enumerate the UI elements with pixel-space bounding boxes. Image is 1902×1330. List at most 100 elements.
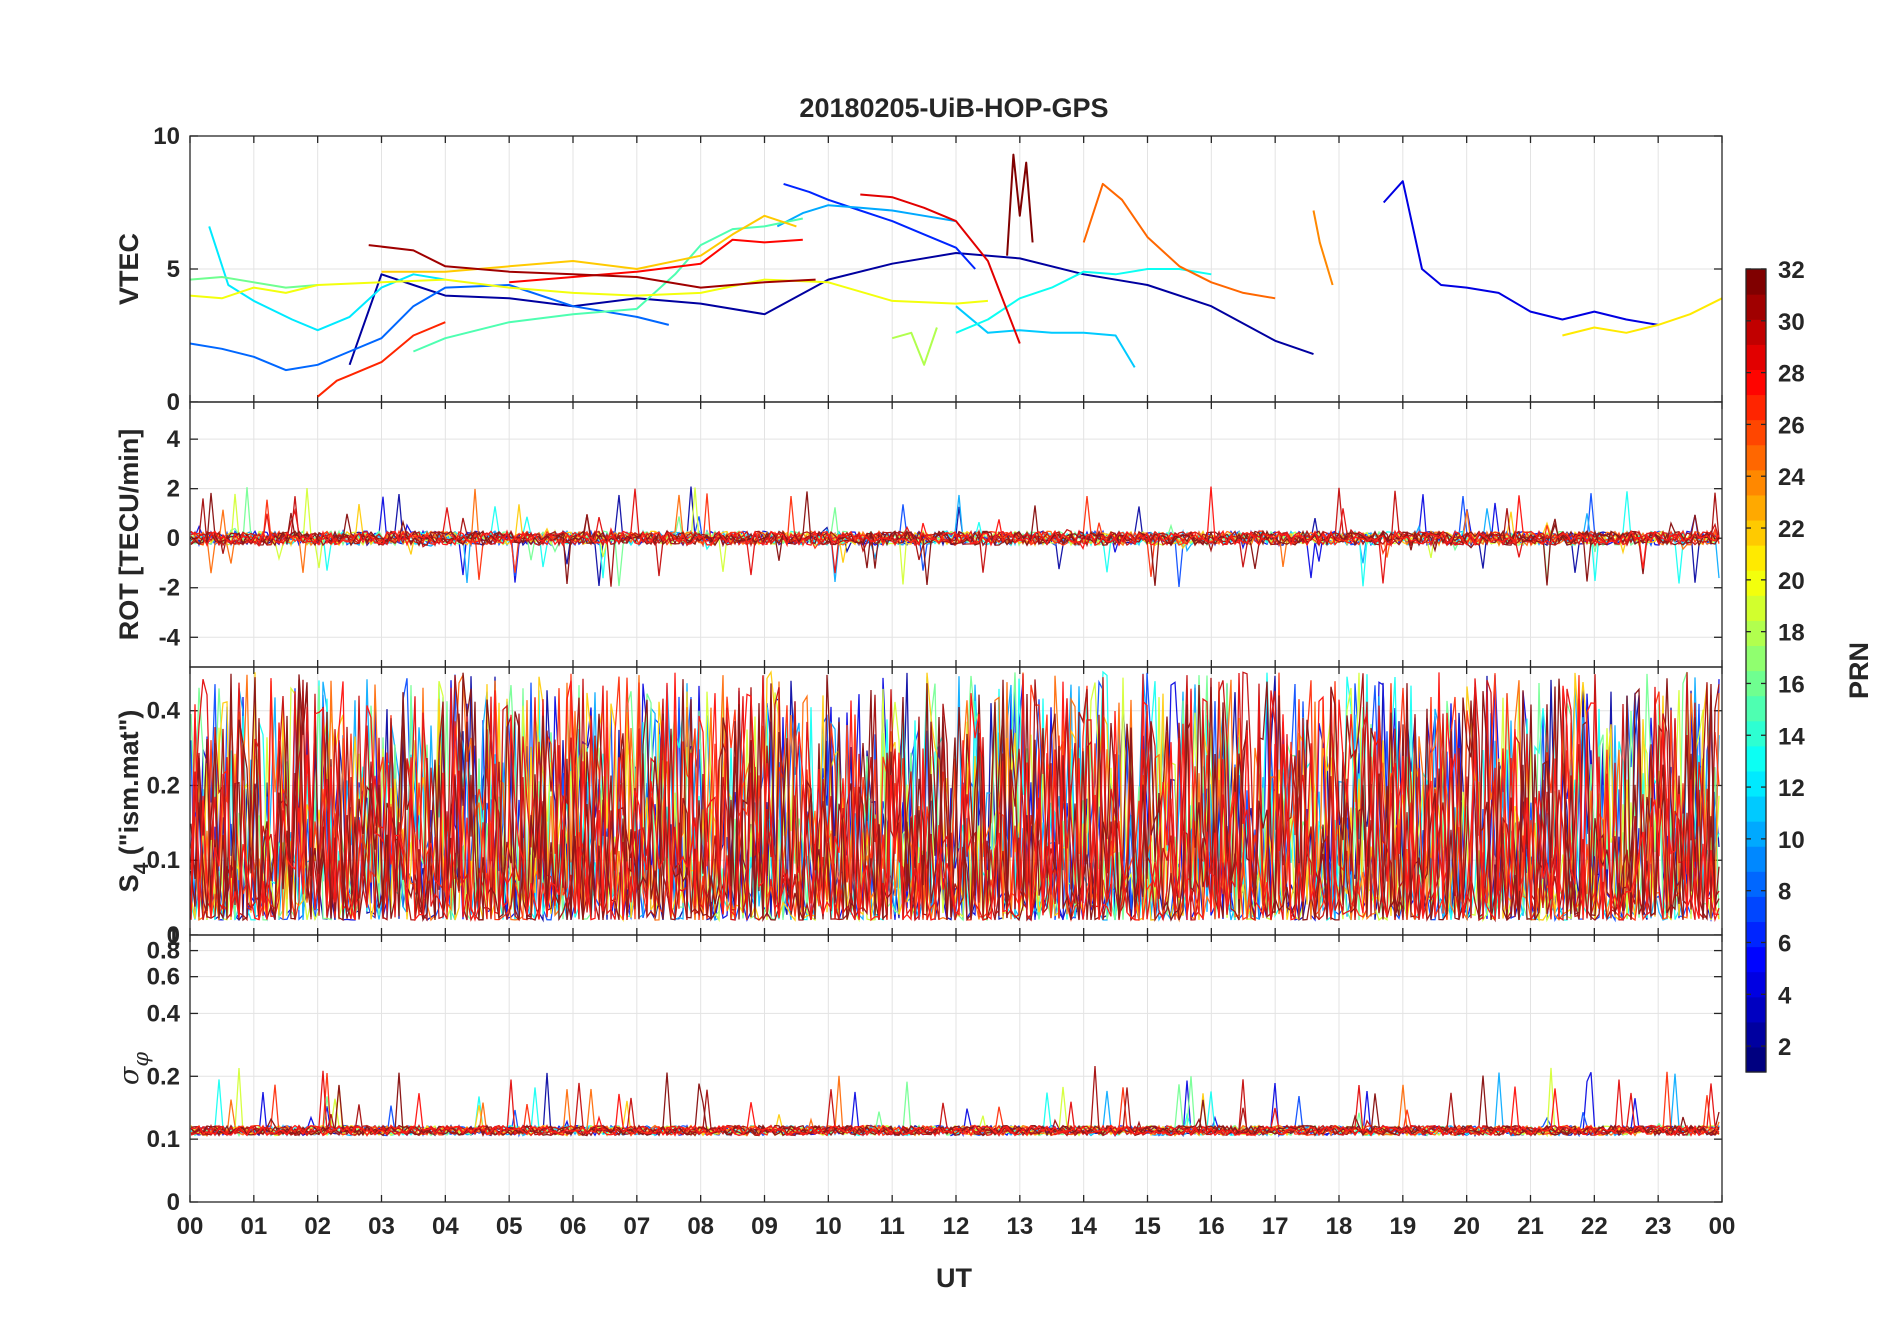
colorbar-tick-label: 10 [1778,827,1805,854]
colorbar-swatch [1746,996,1766,1023]
series-line-prn-28 [509,238,803,284]
colorbar-swatch [1746,695,1766,722]
colorbar-swatch [1746,519,1766,546]
colorbar-swatch [1746,545,1766,571]
colorbar-swatch [1746,369,1766,396]
series-line-prn-20 [189,278,988,305]
x-tick-label: 18 [1326,1213,1353,1240]
series-line-prn-31 [368,244,816,289]
y-tick-label: -4 [159,624,181,651]
colorbar-label: PRN [1844,642,1874,699]
x-axis-label: UT [936,1263,972,1293]
series-line-prn-6 [783,182,976,270]
colorbar-swatch [1746,570,1766,596]
colorbar-swatch [1746,670,1766,697]
colorbar-tick-label: 2 [1778,1034,1791,1061]
colorbar-tick-label: 26 [1778,412,1805,439]
x-tick-label: 02 [304,1213,331,1240]
x-tick-label: 07 [623,1213,650,1240]
colorbar-swatch [1746,946,1766,973]
colorbar-tick-label: 28 [1778,361,1805,388]
series-line-prn-2 [348,252,1314,366]
colorbar-tick-label: 16 [1778,671,1805,698]
colorbar-swatch [1746,1021,1766,1048]
y-axis-label-sub: φ [129,1052,153,1067]
series-line-prn-13 [955,268,1212,334]
colorbar-tick-label: 18 [1778,620,1805,647]
y-axis-label: S4 ("ism.mat") [114,710,153,893]
y-axis-label-main: S [114,874,144,892]
colorbar-swatch [1746,871,1766,897]
noise-trace [190,1086,1720,1137]
colorbar-tick-label: 22 [1778,516,1805,543]
y-axis-label-rest: ("ism.mat") [114,710,144,863]
y-axis-label-main: σ [114,1065,145,1085]
y-tick-label: 0.2 [147,772,180,799]
series-line-prn-25 [1082,182,1276,300]
x-tick-label: 22 [1581,1213,1608,1240]
y-tick-label: -2 [159,575,180,602]
y-axis-label: VTEC [114,233,144,305]
y-tick-label: 0.8 [147,938,180,965]
colorbar-swatch [1746,319,1766,345]
y-tick-label: 0.1 [147,1126,180,1153]
noise-traces [190,486,1720,1138]
x-tick-label: 19 [1389,1213,1416,1240]
y-tick-label: 4 [167,426,181,453]
noise-trace [190,1072,1720,1137]
series-line-prn-27 [317,321,446,398]
series-line-prn-32 [1006,153,1034,256]
series-line-prn-11 [955,305,1136,368]
x-tick-label: 05 [496,1213,523,1240]
colorbar-swatch [1746,620,1766,647]
colorbar-swatch [1746,846,1766,872]
x-tick-label: 09 [751,1213,778,1240]
series-line-prn-12 [208,226,446,332]
colorbar-swatch [1746,294,1766,320]
series-line-prn-24 [1312,210,1334,286]
panel-sigma_phi: 0 0.1 0.2 0.4 0.60.81 σφ [114,924,1723,1216]
y-tick-label: 0.4 [147,698,181,725]
x-tick-label: 11 [879,1213,904,1240]
panel-vtec: 0 5 10 VTEC [114,123,1723,416]
colorbar-swatch [1746,419,1766,446]
colorbar-swatch [1746,469,1766,496]
x-tick-label: 01 [240,1213,267,1240]
colorbar-swatch [1746,921,1766,948]
x-tick-label: 13 [1006,1213,1033,1240]
colorbar-tick-label: 6 [1778,930,1791,957]
x-axis: 00 01 02 03 04 05 06 07 08 09 10 11 12 13 14 15 16 17 18 19… [177,1213,1736,1240]
colorbar-swatch [1746,494,1766,521]
colorbar-swatch [1746,645,1766,672]
series-line-prn-15 [413,217,804,353]
y-tick-label: 0 [167,1189,180,1216]
colorbar-tick-label: 4 [1778,982,1792,1009]
x-tick-label: 00 [177,1213,204,1240]
colorbar-frame [1745,268,1767,1073]
y-tick-label: 5 [167,256,180,283]
x-tick-label: 00 [1709,1213,1736,1240]
panel-frame [189,934,1723,1203]
series-line-prn-29 [860,193,1021,344]
colorbar-tick-label: 24 [1778,464,1805,491]
y-tick-label: 0.6 [147,964,180,991]
x-tick-label: 20 [1453,1213,1480,1240]
colorbar-swatch [1746,795,1766,822]
x-tick-label: 08 [687,1213,714,1240]
x-tick-label: 06 [560,1213,587,1240]
noise-trace [190,486,1720,569]
y-tick-label: 0.1 [147,847,180,874]
colorbar-swatch [1746,821,1766,847]
colorbar-swatch [1746,595,1766,621]
colorbar-tick-label: 12 [1778,775,1805,802]
x-tick-label: 17 [1262,1213,1289,1240]
colorbar-swatch [1746,896,1766,923]
y-tick-label: 0.4 [147,1000,181,1027]
y-tick-label: 0 [167,525,180,552]
colorbar-tick-label: 30 [1778,309,1805,336]
y-tick-label: 0.2 [147,1063,180,1090]
series-group [189,153,1723,398]
